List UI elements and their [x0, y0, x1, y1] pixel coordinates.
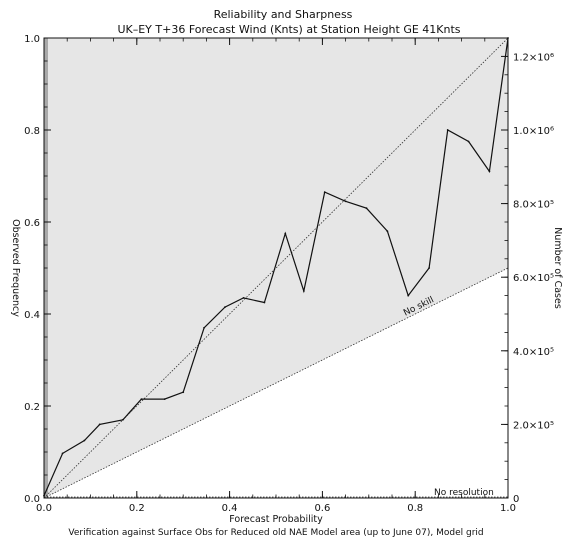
x-tick-label: 0.2: [129, 503, 145, 514]
y2-tick-label: 2.0×10⁵: [513, 420, 554, 431]
data-point: [428, 267, 431, 269]
data-point: [302, 290, 305, 292]
y-tick-label: 0.8: [24, 126, 40, 137]
data-point: [467, 140, 470, 143]
y2-axis-label: Number of Cases: [552, 227, 563, 309]
data-point: [140, 398, 143, 400]
y-tick-label: 0.2: [24, 402, 40, 413]
y-axis-label: Observed Frequency: [10, 219, 21, 317]
x-tick-label: 0.4: [222, 503, 238, 514]
axis-ticks: [43, 37, 509, 499]
data-point: [83, 439, 86, 442]
data-point: [365, 207, 368, 210]
x-axis-label: Forecast Probability: [229, 514, 323, 525]
y2-tick-label: 8.0×10⁵: [513, 200, 554, 211]
data-point: [263, 301, 266, 304]
chart-title: Reliability and Sharpness: [214, 8, 353, 21]
data-point: [386, 230, 389, 233]
data-point: [242, 297, 245, 299]
x-tick-label: 0.0: [36, 503, 52, 514]
data-point: [61, 452, 64, 455]
y-tick-label: 0.0: [24, 494, 40, 505]
chart-footer: Verification against Surface Obs for Red…: [68, 528, 483, 538]
plot-area: [43, 37, 509, 499]
data-point: [182, 391, 185, 394]
x-tick-label: 0.6: [314, 503, 330, 514]
data-point: [407, 294, 410, 297]
y2-tick-label: 4.0×10⁵: [513, 347, 554, 358]
y-tick-label: 0.4: [24, 310, 40, 321]
y-tick-label: 0.6: [24, 218, 40, 229]
y2-tick-label: 1.0×10⁶: [513, 126, 554, 137]
data-point: [121, 418, 124, 421]
y2-tick-label: 1.2×10⁶: [513, 52, 554, 63]
data-point: [98, 423, 101, 426]
reliability-curve: [43, 37, 509, 496]
data-point: [203, 326, 205, 329]
data-point: [323, 191, 326, 194]
no-resolution-annotation: No resolution: [434, 488, 494, 498]
y2-tick-label: 6.0×10⁵: [513, 273, 554, 284]
x-tick-label: 0.8: [407, 503, 423, 514]
data-point: [344, 200, 347, 203]
perfect-reliability-line: [43, 37, 509, 499]
no-skill-line: [43, 267, 509, 499]
chart-subtitle: UK–EY T+36 Forecast Wind (Knts) at Stati…: [117, 23, 460, 36]
data-point: [284, 232, 287, 235]
x-tick-label: 1.0: [500, 503, 516, 514]
data-point: [488, 170, 491, 173]
y-tick-label: 1.0: [24, 34, 40, 45]
data-point: [446, 129, 449, 131]
data-point: [163, 398, 166, 400]
y2-tick-label: 0: [513, 494, 519, 505]
data-point: [224, 306, 226, 308]
